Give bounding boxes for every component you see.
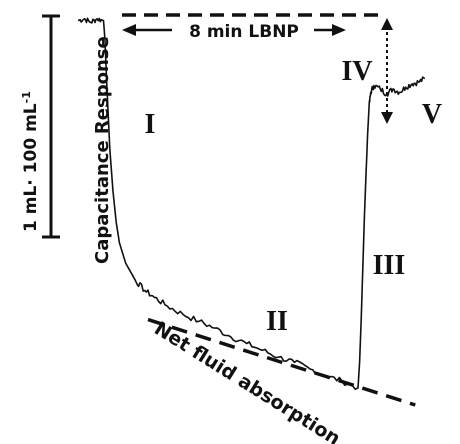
phase-label-iv: IV: [341, 56, 372, 87]
phase-iv-arrowhead-bottom: [381, 112, 393, 124]
phase-label-iii: III: [373, 250, 406, 281]
phase-label-v: V: [422, 99, 442, 130]
duration-right-arrowhead: [332, 24, 346, 36]
duration-left-arrowhead: [122, 24, 136, 36]
phase-label-ii: II: [266, 306, 288, 337]
net-fluid-absorption-label: Net fluid absorption: [150, 318, 344, 444]
scale-bar-label: 1 mL· 100 mL-1: [20, 91, 41, 232]
scale-bar-superscript: -1: [20, 91, 33, 103]
phase-label-i: I: [145, 109, 156, 140]
net-fluid-absorption-line: [147, 317, 416, 407]
capacitance-trace: [77, 17, 426, 390]
scale-bar: [42, 14, 60, 239]
phase-iv-arrowhead-top: [381, 18, 393, 30]
duration-label: 8 min LBNP: [189, 22, 299, 42]
